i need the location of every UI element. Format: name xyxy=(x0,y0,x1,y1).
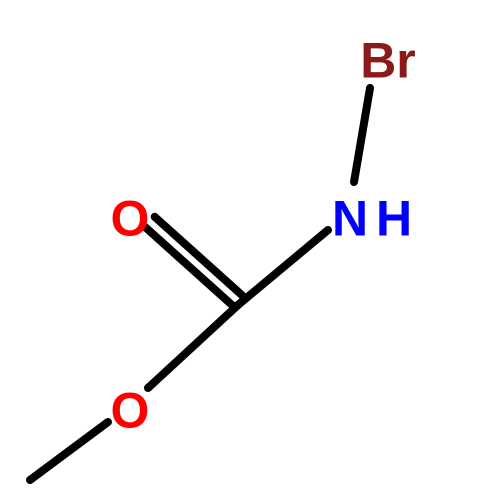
atom-O_single: O xyxy=(111,383,150,439)
background xyxy=(0,0,500,500)
atom-O_double: O xyxy=(111,191,150,247)
atom-NH_H: H xyxy=(376,191,412,247)
molecule-diagram: Br NH O O xyxy=(0,0,500,500)
atom-N: N xyxy=(332,191,368,247)
atom-Br: Br xyxy=(360,33,416,89)
